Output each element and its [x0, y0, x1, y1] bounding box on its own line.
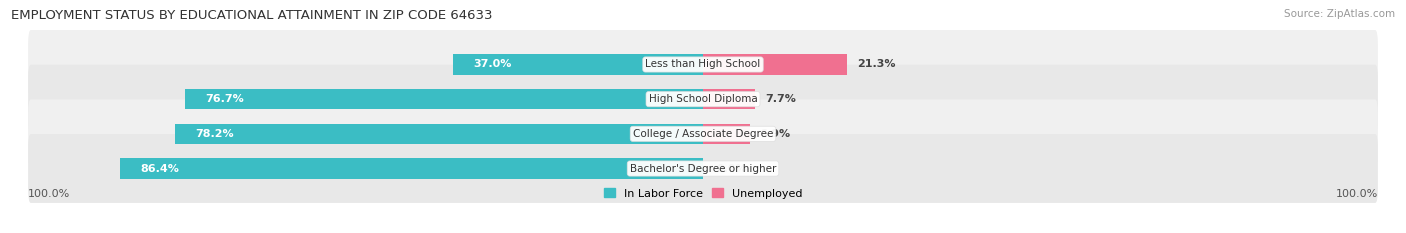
Bar [703, 124, 749, 144]
Bar [703, 89, 755, 109]
Text: 86.4%: 86.4% [141, 164, 179, 174]
Text: 100.0%: 100.0% [28, 189, 70, 199]
Text: 100.0%: 100.0% [1336, 189, 1378, 199]
Text: College / Associate Degree: College / Associate Degree [633, 129, 773, 139]
Bar [703, 55, 846, 75]
Bar [120, 158, 703, 178]
Text: Less than High School: Less than High School [645, 59, 761, 69]
FancyBboxPatch shape [28, 134, 1378, 203]
Text: 76.7%: 76.7% [205, 94, 245, 104]
Text: 21.3%: 21.3% [856, 59, 896, 69]
Legend: In Labor Force, Unemployed: In Labor Force, Unemployed [599, 184, 807, 203]
FancyBboxPatch shape [28, 65, 1378, 134]
Text: 37.0%: 37.0% [474, 59, 512, 69]
Text: Source: ZipAtlas.com: Source: ZipAtlas.com [1284, 9, 1395, 19]
Text: EMPLOYMENT STATUS BY EDUCATIONAL ATTAINMENT IN ZIP CODE 64633: EMPLOYMENT STATUS BY EDUCATIONAL ATTAINM… [11, 9, 492, 22]
Text: 78.2%: 78.2% [195, 129, 235, 139]
Text: 6.9%: 6.9% [759, 129, 790, 139]
FancyBboxPatch shape [28, 30, 1378, 99]
Bar [453, 55, 703, 75]
FancyBboxPatch shape [28, 99, 1378, 168]
Bar [176, 124, 703, 144]
Text: Bachelor's Degree or higher: Bachelor's Degree or higher [630, 164, 776, 174]
Bar [186, 89, 703, 109]
Text: High School Diploma: High School Diploma [648, 94, 758, 104]
Text: 7.7%: 7.7% [765, 94, 796, 104]
Text: 0.0%: 0.0% [717, 164, 747, 174]
